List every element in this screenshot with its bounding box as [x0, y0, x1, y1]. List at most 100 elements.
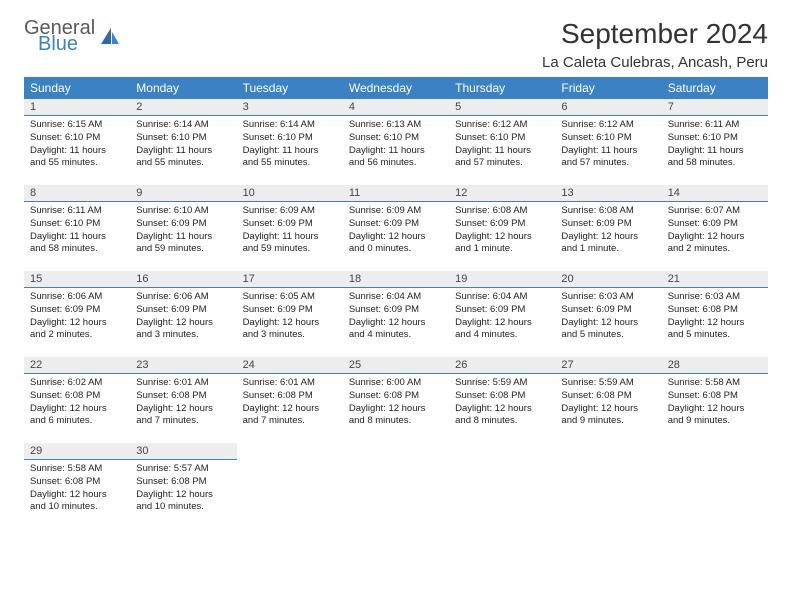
day-number: 16	[130, 271, 236, 288]
day-detail: Sunrise: 6:13 AMSunset: 6:10 PMDaylight:…	[343, 116, 449, 173]
calendar-cell: 3Sunrise: 6:14 AMSunset: 6:10 PMDaylight…	[237, 99, 343, 185]
page-title: September 2024	[542, 18, 768, 50]
calendar-cell: 27Sunrise: 5:59 AMSunset: 6:08 PMDayligh…	[555, 357, 661, 443]
day-number: 9	[130, 185, 236, 202]
day-detail: Sunrise: 6:09 AMSunset: 6:09 PMDaylight:…	[343, 202, 449, 259]
calendar-cell: 30Sunrise: 5:57 AMSunset: 6:08 PMDayligh…	[130, 443, 236, 529]
day-number: 8	[24, 185, 130, 202]
day-detail: Sunrise: 6:07 AMSunset: 6:09 PMDaylight:…	[662, 202, 768, 259]
calendar-cell: 15Sunrise: 6:06 AMSunset: 6:09 PMDayligh…	[24, 271, 130, 357]
calendar-cell	[555, 443, 661, 529]
day-detail: Sunrise: 6:11 AMSunset: 6:10 PMDaylight:…	[24, 202, 130, 259]
brand-word2: Blue	[38, 34, 95, 54]
day-detail: Sunrise: 6:02 AMSunset: 6:08 PMDaylight:…	[24, 374, 130, 431]
weekday-header: Friday	[555, 77, 661, 99]
day-number: 19	[449, 271, 555, 288]
day-number: 23	[130, 357, 236, 374]
calendar-cell: 25Sunrise: 6:00 AMSunset: 6:08 PMDayligh…	[343, 357, 449, 443]
day-number: 30	[130, 443, 236, 460]
day-detail: Sunrise: 5:58 AMSunset: 6:08 PMDaylight:…	[24, 460, 130, 517]
weekday-header: Sunday	[24, 77, 130, 99]
day-detail: Sunrise: 6:01 AMSunset: 6:08 PMDaylight:…	[237, 374, 343, 431]
calendar-cell: 7Sunrise: 6:11 AMSunset: 6:10 PMDaylight…	[662, 99, 768, 185]
calendar-table: SundayMondayTuesdayWednesdayThursdayFrid…	[24, 77, 768, 529]
day-number: 10	[237, 185, 343, 202]
day-number: 24	[237, 357, 343, 374]
calendar-row: 8Sunrise: 6:11 AMSunset: 6:10 PMDaylight…	[24, 185, 768, 271]
day-number: 27	[555, 357, 661, 374]
day-detail: Sunrise: 6:12 AMSunset: 6:10 PMDaylight:…	[555, 116, 661, 173]
day-number: 3	[237, 99, 343, 116]
day-number: 25	[343, 357, 449, 374]
calendar-cell: 17Sunrise: 6:05 AMSunset: 6:09 PMDayligh…	[237, 271, 343, 357]
day-detail: Sunrise: 6:03 AMSunset: 6:08 PMDaylight:…	[662, 288, 768, 345]
calendar-cell: 13Sunrise: 6:08 AMSunset: 6:09 PMDayligh…	[555, 185, 661, 271]
calendar-cell: 18Sunrise: 6:04 AMSunset: 6:09 PMDayligh…	[343, 271, 449, 357]
weekday-header: Thursday	[449, 77, 555, 99]
day-number: 6	[555, 99, 661, 116]
day-detail: Sunrise: 5:59 AMSunset: 6:08 PMDaylight:…	[449, 374, 555, 431]
calendar-cell	[237, 443, 343, 529]
day-number: 12	[449, 185, 555, 202]
calendar-cell: 21Sunrise: 6:03 AMSunset: 6:08 PMDayligh…	[662, 271, 768, 357]
calendar-cell	[343, 443, 449, 529]
calendar-row: 22Sunrise: 6:02 AMSunset: 6:08 PMDayligh…	[24, 357, 768, 443]
calendar-row: 1Sunrise: 6:15 AMSunset: 6:10 PMDaylight…	[24, 99, 768, 185]
weekday-header-row: SundayMondayTuesdayWednesdayThursdayFrid…	[24, 77, 768, 99]
calendar-cell: 28Sunrise: 5:58 AMSunset: 6:08 PMDayligh…	[662, 357, 768, 443]
day-detail: Sunrise: 6:06 AMSunset: 6:09 PMDaylight:…	[24, 288, 130, 345]
header: General Blue September 2024 La Caleta Cu…	[24, 18, 768, 71]
day-detail: Sunrise: 6:09 AMSunset: 6:09 PMDaylight:…	[237, 202, 343, 259]
weekday-header: Wednesday	[343, 77, 449, 99]
day-number: 7	[662, 99, 768, 116]
day-detail: Sunrise: 6:15 AMSunset: 6:10 PMDaylight:…	[24, 116, 130, 173]
day-number: 4	[343, 99, 449, 116]
day-detail: Sunrise: 6:08 AMSunset: 6:09 PMDaylight:…	[449, 202, 555, 259]
page-subtitle: La Caleta Culebras, Ancash, Peru	[542, 54, 768, 71]
day-detail: Sunrise: 6:00 AMSunset: 6:08 PMDaylight:…	[343, 374, 449, 431]
calendar-cell: 2Sunrise: 6:14 AMSunset: 6:10 PMDaylight…	[130, 99, 236, 185]
day-number: 28	[662, 357, 768, 374]
day-detail: Sunrise: 5:58 AMSunset: 6:08 PMDaylight:…	[662, 374, 768, 431]
day-number: 26	[449, 357, 555, 374]
day-number: 2	[130, 99, 236, 116]
day-number: 5	[449, 99, 555, 116]
calendar-cell: 29Sunrise: 5:58 AMSunset: 6:08 PMDayligh…	[24, 443, 130, 529]
day-number: 29	[24, 443, 130, 460]
calendar-cell: 16Sunrise: 6:06 AMSunset: 6:09 PMDayligh…	[130, 271, 236, 357]
day-detail: Sunrise: 6:04 AMSunset: 6:09 PMDaylight:…	[343, 288, 449, 345]
title-block: September 2024 La Caleta Culebras, Ancas…	[542, 18, 768, 71]
calendar-body: 1Sunrise: 6:15 AMSunset: 6:10 PMDaylight…	[24, 99, 768, 529]
day-detail: Sunrise: 6:06 AMSunset: 6:09 PMDaylight:…	[130, 288, 236, 345]
calendar-cell: 12Sunrise: 6:08 AMSunset: 6:09 PMDayligh…	[449, 185, 555, 271]
calendar-cell: 1Sunrise: 6:15 AMSunset: 6:10 PMDaylight…	[24, 99, 130, 185]
day-detail: Sunrise: 6:14 AMSunset: 6:10 PMDaylight:…	[130, 116, 236, 173]
day-detail: Sunrise: 6:03 AMSunset: 6:09 PMDaylight:…	[555, 288, 661, 345]
day-detail: Sunrise: 6:05 AMSunset: 6:09 PMDaylight:…	[237, 288, 343, 345]
day-detail: Sunrise: 6:04 AMSunset: 6:09 PMDaylight:…	[449, 288, 555, 345]
day-number: 11	[343, 185, 449, 202]
calendar-cell: 24Sunrise: 6:01 AMSunset: 6:08 PMDayligh…	[237, 357, 343, 443]
calendar-cell: 4Sunrise: 6:13 AMSunset: 6:10 PMDaylight…	[343, 99, 449, 185]
day-detail: Sunrise: 5:59 AMSunset: 6:08 PMDaylight:…	[555, 374, 661, 431]
day-number: 20	[555, 271, 661, 288]
calendar-cell: 22Sunrise: 6:02 AMSunset: 6:08 PMDayligh…	[24, 357, 130, 443]
day-number: 21	[662, 271, 768, 288]
weekday-header: Tuesday	[237, 77, 343, 99]
calendar-row: 15Sunrise: 6:06 AMSunset: 6:09 PMDayligh…	[24, 271, 768, 357]
calendar-cell: 19Sunrise: 6:04 AMSunset: 6:09 PMDayligh…	[449, 271, 555, 357]
day-detail: Sunrise: 5:57 AMSunset: 6:08 PMDaylight:…	[130, 460, 236, 517]
calendar-cell: 26Sunrise: 5:59 AMSunset: 6:08 PMDayligh…	[449, 357, 555, 443]
day-detail: Sunrise: 6:10 AMSunset: 6:09 PMDaylight:…	[130, 202, 236, 259]
day-number: 22	[24, 357, 130, 374]
day-detail: Sunrise: 6:14 AMSunset: 6:10 PMDaylight:…	[237, 116, 343, 173]
calendar-cell: 5Sunrise: 6:12 AMSunset: 6:10 PMDaylight…	[449, 99, 555, 185]
calendar-cell: 20Sunrise: 6:03 AMSunset: 6:09 PMDayligh…	[555, 271, 661, 357]
day-number: 17	[237, 271, 343, 288]
day-number: 15	[24, 271, 130, 288]
calendar-cell: 23Sunrise: 6:01 AMSunset: 6:08 PMDayligh…	[130, 357, 236, 443]
calendar-cell: 10Sunrise: 6:09 AMSunset: 6:09 PMDayligh…	[237, 185, 343, 271]
calendar-cell: 9Sunrise: 6:10 AMSunset: 6:09 PMDaylight…	[130, 185, 236, 271]
calendar-cell: 6Sunrise: 6:12 AMSunset: 6:10 PMDaylight…	[555, 99, 661, 185]
day-number: 13	[555, 185, 661, 202]
